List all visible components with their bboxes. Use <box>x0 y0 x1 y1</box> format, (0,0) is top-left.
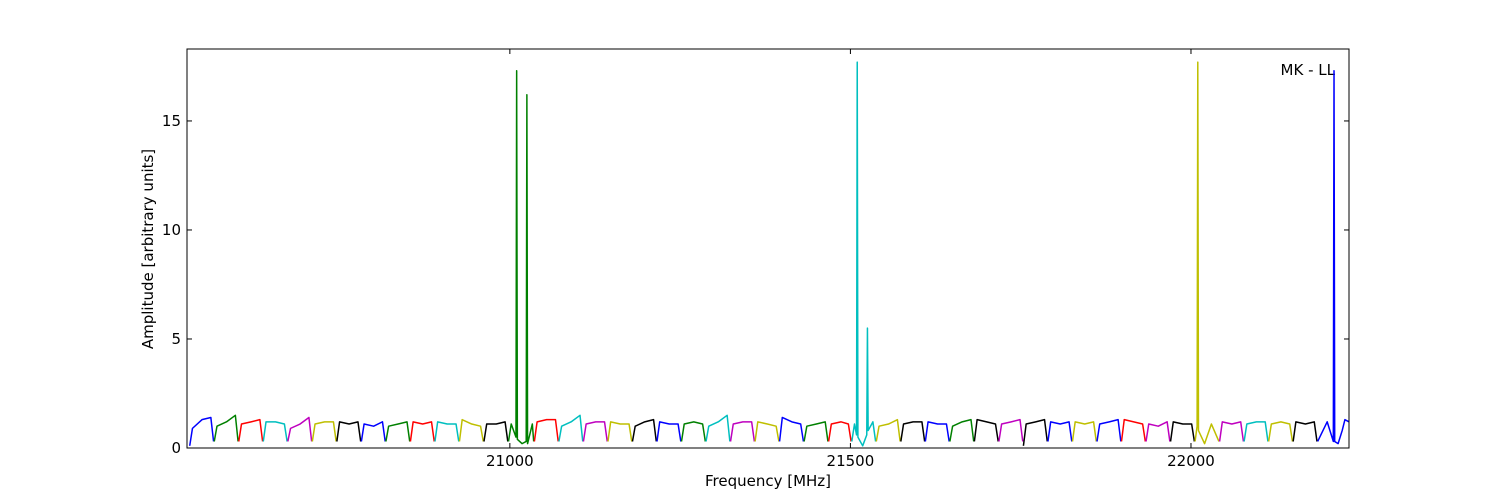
series-line <box>582 421 608 442</box>
series-line <box>924 421 950 442</box>
series-line <box>973 418 999 442</box>
y-tick-label: 15 <box>162 112 181 130</box>
series-line <box>1194 61 1220 445</box>
series-line <box>1292 421 1318 442</box>
series-line <box>778 416 805 442</box>
series-line <box>238 418 264 442</box>
x-axis-label: Frequency [MHz] <box>705 472 831 490</box>
series-line <box>287 416 313 442</box>
y-tick-label: 0 <box>171 439 181 457</box>
y-axis-label: Amplitude [arbitrary units] <box>139 149 157 349</box>
series-line <box>188 416 215 446</box>
series-line <box>1047 421 1073 442</box>
series-line <box>1218 421 1245 442</box>
x-tick-label: 22000 <box>1167 452 1215 470</box>
series-line <box>875 418 901 442</box>
plot-frame <box>186 48 1350 449</box>
y-tick-label: 10 <box>162 221 181 239</box>
series-line <box>1169 421 1196 442</box>
series-line <box>434 421 460 442</box>
series-line <box>458 418 485 442</box>
series-line <box>1071 421 1098 442</box>
series-line <box>558 414 584 442</box>
series-line <box>360 421 386 442</box>
series-line <box>1316 70 1350 445</box>
series-line <box>1267 421 1294 442</box>
series-line <box>949 418 975 442</box>
y-tick-label: 5 <box>171 330 181 348</box>
series-line <box>631 418 658 442</box>
series-line <box>998 418 1024 442</box>
series-line <box>607 421 633 442</box>
series-line <box>1120 418 1147 442</box>
series-line <box>729 421 756 442</box>
series-line <box>262 421 288 442</box>
series-line <box>1243 421 1269 442</box>
series-line <box>1145 421 1171 442</box>
series-line <box>900 421 926 442</box>
x-tick-label: 21500 <box>827 452 875 470</box>
series-line <box>851 61 877 447</box>
series-line <box>311 421 337 442</box>
series-line <box>213 414 239 442</box>
series-line <box>827 421 852 442</box>
annotation: MK - LL <box>1281 61 1336 79</box>
series-line <box>409 421 435 442</box>
series-line <box>507 70 535 445</box>
x-tick-label: 21000 <box>486 452 534 470</box>
series-line <box>656 421 682 442</box>
series-line <box>680 421 707 442</box>
series-line <box>1022 418 1049 446</box>
series-line <box>754 421 780 442</box>
series-line <box>336 421 362 442</box>
series-line <box>483 421 509 442</box>
series-line <box>1096 418 1122 442</box>
series-line <box>533 418 559 442</box>
series-line <box>705 414 731 442</box>
series-line <box>385 421 411 442</box>
series-line <box>803 421 829 442</box>
